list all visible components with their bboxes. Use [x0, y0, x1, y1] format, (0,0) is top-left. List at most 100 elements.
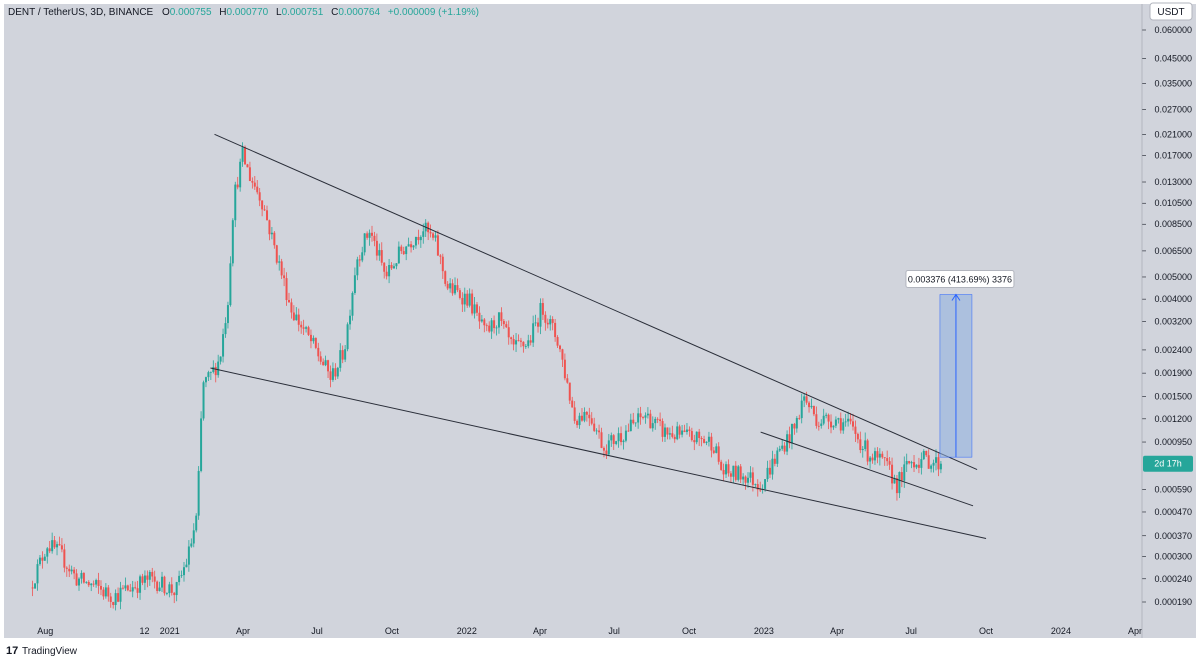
candle-body [497, 312, 500, 328]
candle-body [615, 441, 618, 444]
candle [41, 551, 44, 569]
candle-body [725, 464, 728, 475]
candle-body [590, 418, 593, 424]
candle [598, 424, 601, 439]
candle-body [34, 583, 37, 589]
candle [612, 434, 615, 450]
candle-body [153, 576, 156, 582]
candle-body [537, 322, 540, 327]
candle [300, 321, 303, 334]
candle-body [905, 461, 908, 465]
candle-body [847, 418, 850, 422]
candle [153, 570, 156, 589]
trendlines-layer[interactable] [210, 133, 987, 539]
candle [517, 334, 520, 342]
candle [197, 466, 200, 520]
time-axis[interactable] [4, 624, 1196, 638]
candle-body [182, 567, 185, 576]
candle-body [856, 433, 859, 440]
candle-body [48, 548, 51, 552]
candle-body [466, 293, 469, 306]
candle [356, 256, 359, 281]
candle-body [810, 405, 813, 408]
candle [497, 312, 500, 334]
candle-body [468, 293, 471, 306]
candle [532, 315, 535, 347]
candle-body [578, 415, 581, 426]
candle [715, 443, 718, 454]
candle [620, 426, 623, 446]
currency-button[interactable]: USDT [1149, 2, 1193, 21]
candle-body [268, 220, 271, 235]
candle-body [903, 464, 906, 481]
countdown-bg [1143, 455, 1193, 472]
candle [222, 328, 225, 363]
candle-body [148, 571, 151, 580]
candle [461, 292, 464, 312]
candle-body [815, 414, 818, 426]
candle [305, 325, 308, 333]
countdown-tag: 2d 17h [1143, 455, 1193, 472]
candle-body [285, 278, 288, 301]
candle [512, 334, 515, 351]
candle-body [75, 573, 78, 586]
candle [410, 241, 413, 253]
candle [90, 583, 93, 592]
candle-body [78, 578, 81, 586]
candle-body [878, 453, 881, 458]
lower-trendline[interactable] [210, 367, 987, 539]
inner-lower-trendline[interactable] [760, 431, 974, 507]
candle-body [644, 415, 647, 418]
candle-body [380, 250, 383, 263]
candle-body [654, 418, 657, 424]
candle [275, 244, 278, 265]
candle [63, 543, 66, 573]
candle-body [180, 575, 183, 576]
candle [627, 423, 630, 432]
candle [82, 572, 85, 584]
candle-body [353, 275, 356, 294]
candle-body [200, 418, 203, 471]
candle-body [392, 266, 395, 269]
date-tick-label: 2024 [1051, 626, 1071, 636]
candle [390, 262, 393, 271]
candle [488, 321, 491, 333]
price-tick-label: 0.027000 [1154, 104, 1192, 114]
measure-tool[interactable]: 0.003376 (413.69%) 3376 [905, 269, 1015, 458]
candle [800, 393, 803, 424]
price-tick-label: 0.001200 [1154, 414, 1192, 424]
candle [136, 580, 139, 599]
candle [837, 417, 840, 424]
candle [712, 446, 715, 455]
candles-layer [31, 142, 942, 611]
candle [312, 335, 315, 344]
candle-body [622, 440, 625, 443]
candle-body [51, 540, 54, 552]
candle [53, 536, 56, 549]
candle [732, 465, 735, 484]
candle-body [275, 245, 278, 263]
candle [790, 423, 793, 450]
price-axis[interactable] [1142, 4, 1196, 624]
candle [935, 449, 938, 471]
date-tick-label: Jul [311, 626, 323, 636]
price-tick-label: 0.000590 [1154, 484, 1192, 494]
candle-body [793, 423, 796, 429]
candle [358, 254, 361, 267]
candle [930, 464, 933, 473]
candle-body [710, 436, 713, 451]
candle [182, 562, 185, 582]
candle-body [112, 601, 115, 606]
candle [766, 460, 769, 482]
candle [727, 459, 730, 477]
price-tick-label: 0.006500 [1154, 246, 1192, 256]
candle [341, 345, 344, 364]
upper-trendline[interactable] [214, 133, 978, 471]
tradingview-logo[interactable]: 17 TradingView [6, 645, 78, 657]
candle [87, 580, 90, 588]
candle [917, 457, 920, 474]
candle [810, 398, 813, 409]
candle [659, 412, 662, 427]
